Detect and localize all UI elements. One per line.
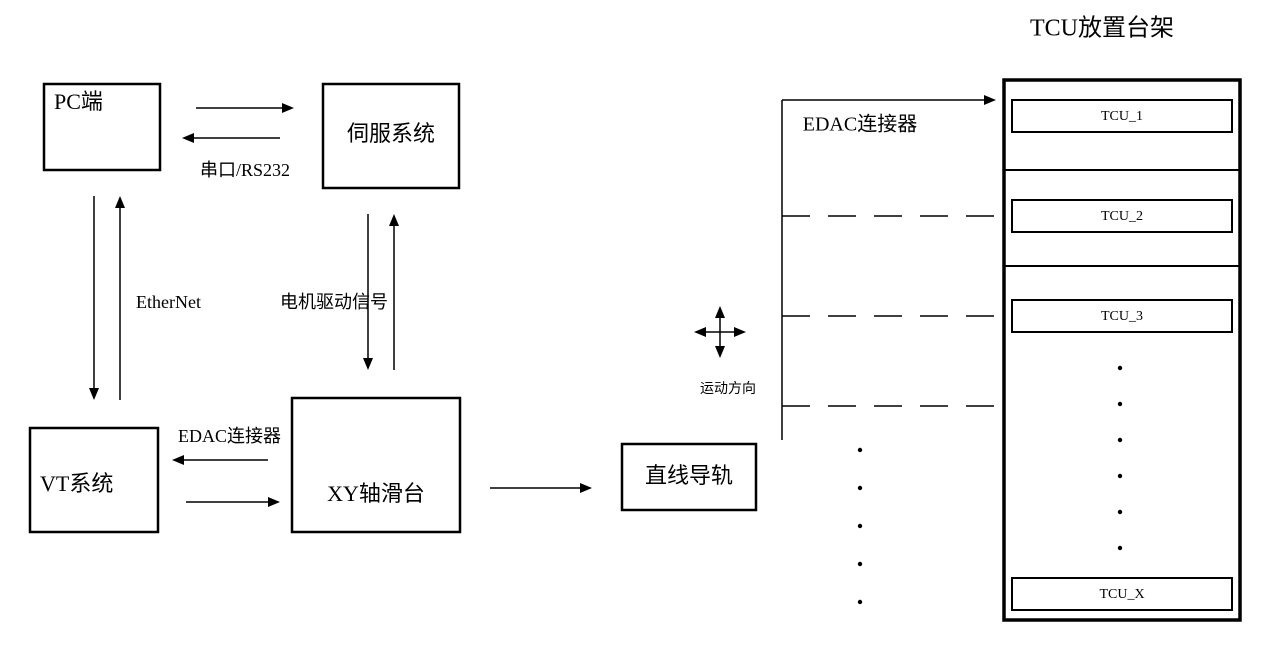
move-direction-label: 运动方向 — [700, 381, 756, 397]
rack-ellipsis-dot — [1118, 366, 1122, 370]
rack-ellipsis-dot — [1118, 510, 1122, 514]
edge-vt-xy-back — [172, 455, 268, 465]
edge-label-servo-xy: 电机驱动信号 — [280, 292, 388, 312]
rack-ellipsis-dot — [1118, 438, 1122, 442]
edge-pc-vt-down — [89, 196, 99, 400]
rack-slot-label-TCU_3: TCU_3 — [1101, 309, 1143, 324]
rack-ellipsis-dot — [1118, 546, 1122, 550]
edac-ellipsis-dot — [858, 524, 862, 528]
node-label-rail: 直线导轨 — [645, 463, 733, 488]
edac-connector-label: EDAC连接器 — [803, 113, 917, 136]
node-label-pc: PC端 — [54, 89, 103, 114]
rack-outer — [1004, 80, 1240, 620]
node-xy — [292, 398, 460, 532]
edac-connector-line — [782, 95, 996, 440]
edge-servo-xy-up — [389, 214, 399, 370]
move-direction-icon — [694, 306, 746, 358]
rack-ellipsis-dot — [1118, 474, 1122, 478]
edge-pc-servo-back — [182, 133, 280, 143]
rack-title: TCU放置台架 — [1030, 15, 1174, 42]
node-label-servo: 伺服系统 — [347, 121, 435, 146]
node-label-vt: VT系统 — [40, 471, 113, 496]
edac-ellipsis-dot — [858, 448, 862, 452]
edge-label-vt-xy: EDAC连接器 — [178, 426, 281, 446]
rack-slot-label-TCU_X: TCU_X — [1099, 587, 1144, 602]
edge-pc-vt-up — [115, 196, 125, 400]
edge-vt-xy-fwd — [186, 497, 280, 507]
rack-slot-label-TCU_1: TCU_1 — [1101, 109, 1143, 124]
edge-label-pc-vt: EtherNet — [136, 292, 201, 312]
edge-xy-rail — [490, 483, 592, 493]
rack-ellipsis-dot — [1118, 402, 1122, 406]
rack-slot-label-TCU_2: TCU_2 — [1101, 209, 1143, 224]
edac-ellipsis-dot — [858, 486, 862, 490]
edac-ellipsis-dot — [858, 562, 862, 566]
node-label-xy: XY轴滑台 — [327, 481, 425, 506]
edge-pc-servo-fwd — [196, 103, 294, 113]
system-diagram: PC端伺服系统 VT系统 XY轴滑台 直线导轨 串口/RS232 EtherNet 电机驱动… — [0, 0, 1262, 647]
edge-label-pc-servo: 串口/RS232 — [200, 160, 290, 180]
edac-ellipsis-dot — [858, 600, 862, 604]
